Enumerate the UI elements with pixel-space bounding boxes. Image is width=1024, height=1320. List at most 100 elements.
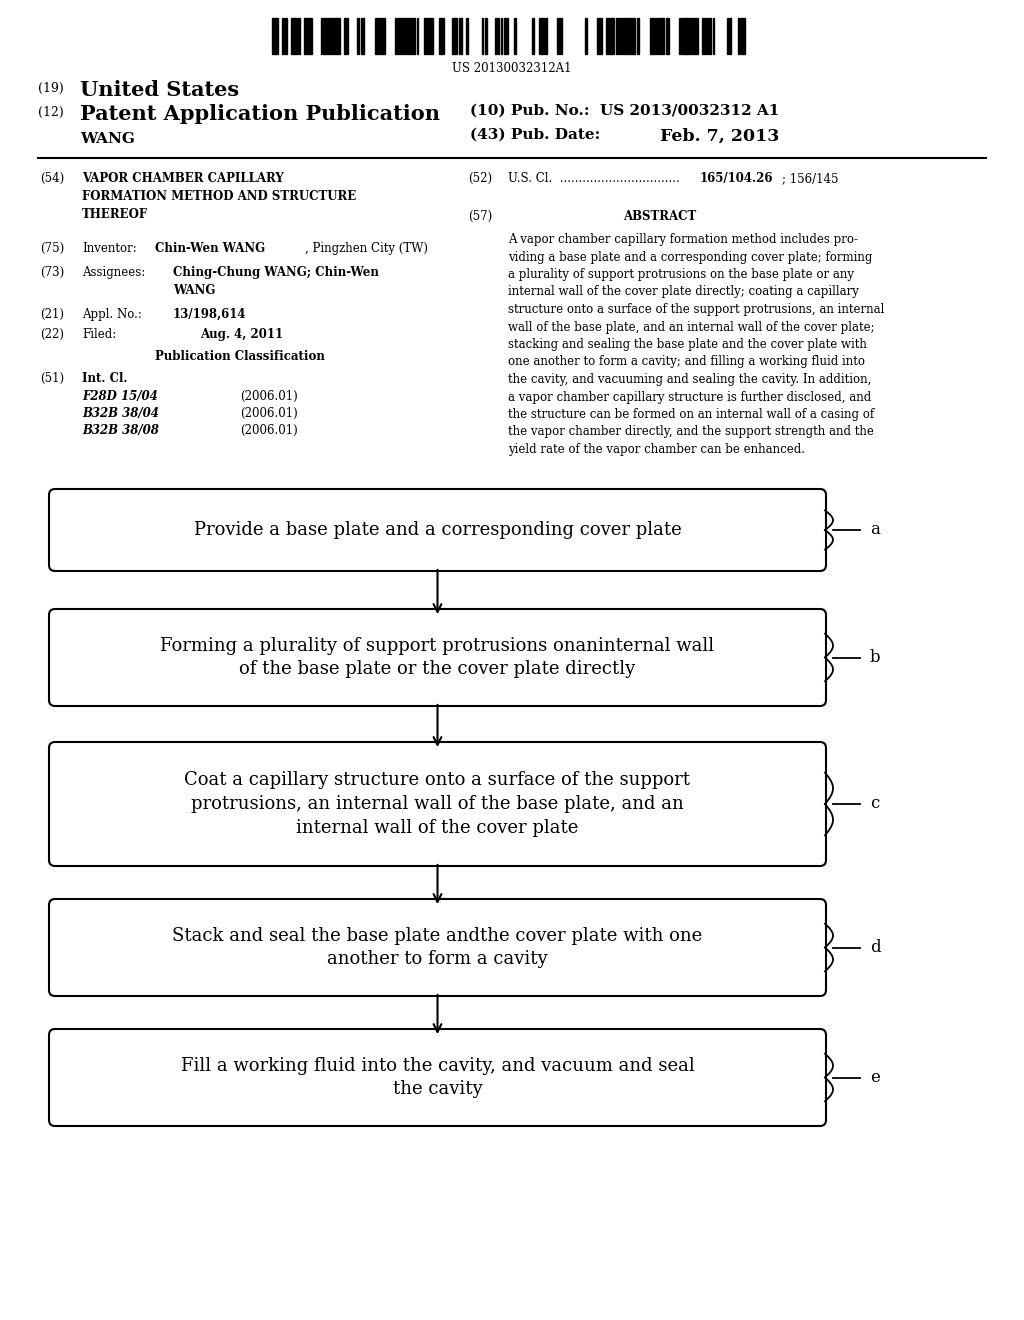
Bar [713, 18, 715, 54]
Bar [629, 18, 633, 54]
Text: Filed:: Filed: [82, 327, 117, 341]
Text: WANG: WANG [80, 132, 135, 147]
Text: Provide a base plate and a corresponding cover plate: Provide a base plate and a corresponding… [194, 521, 681, 539]
Bar [485, 18, 486, 54]
Text: Publication Classification: Publication Classification [155, 350, 325, 363]
Bar [606, 18, 611, 54]
Bar [710, 18, 711, 54]
Text: ; 156/145: ; 156/145 [782, 172, 839, 185]
Bar [452, 18, 457, 54]
Bar [395, 18, 396, 54]
Bar [514, 18, 516, 54]
Text: (10) Pub. No.:  US 2013/0032312 A1: (10) Pub. No.: US 2013/0032312 A1 [470, 104, 779, 117]
Bar [539, 18, 544, 54]
Bar [666, 18, 670, 54]
Text: Assignees:: Assignees: [82, 267, 145, 279]
Text: (43) Pub. Date:: (43) Pub. Date: [470, 128, 600, 143]
Text: (19): (19) [38, 82, 63, 95]
Bar [557, 18, 559, 54]
Text: b: b [870, 649, 881, 667]
Bar [328, 18, 331, 54]
Bar [615, 18, 620, 54]
Text: Appl. No.:: Appl. No.: [82, 308, 142, 321]
Bar [650, 18, 655, 54]
Text: (22): (22) [40, 327, 63, 341]
Bar [690, 18, 692, 54]
Bar [375, 18, 379, 54]
Bar [623, 18, 628, 54]
Bar [707, 18, 709, 54]
Bar [408, 18, 410, 54]
Bar [612, 18, 614, 54]
Bar [729, 18, 731, 54]
FancyBboxPatch shape [49, 609, 826, 706]
Bar [501, 18, 503, 54]
FancyBboxPatch shape [49, 742, 826, 866]
Bar [324, 18, 327, 54]
Text: (51): (51) [40, 372, 65, 385]
Bar [424, 18, 429, 54]
Bar [531, 18, 534, 54]
Text: Ching-Chung WANG; Chin-Wen
WANG: Ching-Chung WANG; Chin-Wen WANG [173, 267, 379, 297]
Text: , Pingzhen City (TW): , Pingzhen City (TW) [305, 242, 428, 255]
Bar [637, 18, 639, 54]
Bar [702, 18, 706, 54]
Bar [438, 18, 444, 54]
Bar [379, 18, 381, 54]
Text: VAPOR CHAMBER CAPILLARY
FORMATION METHOD AND STRUCTURE
THEREOF: VAPOR CHAMBER CAPILLARY FORMATION METHOD… [82, 172, 356, 220]
Bar [283, 18, 285, 54]
Bar [738, 18, 739, 54]
Text: F28D 15/04: F28D 15/04 [82, 389, 158, 403]
Text: (12): (12) [38, 106, 63, 119]
Bar [360, 18, 365, 54]
Bar [344, 18, 348, 54]
Text: U.S. Cl.  ................................: U.S. Cl. ...............................… [508, 172, 683, 185]
Text: Aug. 4, 2011: Aug. 4, 2011 [200, 327, 283, 341]
Text: Feb. 7, 2013: Feb. 7, 2013 [660, 128, 779, 145]
Text: (75): (75) [40, 242, 65, 255]
Text: (21): (21) [40, 308, 63, 321]
Bar [402, 18, 403, 54]
Bar [272, 18, 275, 54]
Bar [545, 18, 547, 54]
FancyBboxPatch shape [49, 899, 826, 997]
Text: 13/198,614: 13/198,614 [173, 308, 247, 321]
Text: c: c [870, 796, 880, 813]
Bar [466, 18, 468, 54]
Bar [285, 18, 287, 54]
Bar [308, 18, 312, 54]
Text: (54): (54) [40, 172, 65, 185]
Bar [658, 18, 664, 54]
Bar [597, 18, 602, 54]
Bar [382, 18, 385, 54]
Text: Forming a plurality of support protrusions onaninternal wall
of the base plate o: Forming a plurality of support protrusio… [161, 636, 715, 678]
Text: Fill a working fluid into the cavity, and vacuum and seal
the cavity: Fill a working fluid into the cavity, an… [180, 1057, 694, 1098]
Bar [321, 18, 323, 54]
FancyBboxPatch shape [49, 1030, 826, 1126]
Bar [459, 18, 463, 54]
Bar [621, 18, 622, 54]
Text: Chin-Wen WANG: Chin-Wen WANG [155, 242, 265, 255]
Text: (52): (52) [468, 172, 493, 185]
Text: United States: United States [80, 81, 240, 100]
FancyBboxPatch shape [49, 488, 826, 572]
Text: B32B 38/08: B32B 38/08 [82, 424, 159, 437]
Text: B32B 38/04: B32B 38/04 [82, 407, 159, 420]
Text: (57): (57) [468, 210, 493, 223]
Text: US 20130032312A1: US 20130032312A1 [453, 62, 571, 75]
Bar [357, 18, 359, 54]
Bar [276, 18, 279, 54]
Text: Patent Application Publication: Patent Application Publication [80, 104, 440, 124]
Text: 165/104.26: 165/104.26 [700, 172, 773, 185]
Text: (73): (73) [40, 267, 65, 279]
Bar [741, 18, 745, 54]
Bar [291, 18, 295, 54]
Bar [298, 18, 300, 54]
Text: Int. Cl.: Int. Cl. [82, 372, 128, 385]
Bar [687, 18, 689, 54]
Bar [412, 18, 415, 54]
Bar [430, 18, 433, 54]
Text: d: d [870, 939, 881, 956]
Bar [498, 18, 499, 54]
Text: e: e [870, 1069, 880, 1086]
